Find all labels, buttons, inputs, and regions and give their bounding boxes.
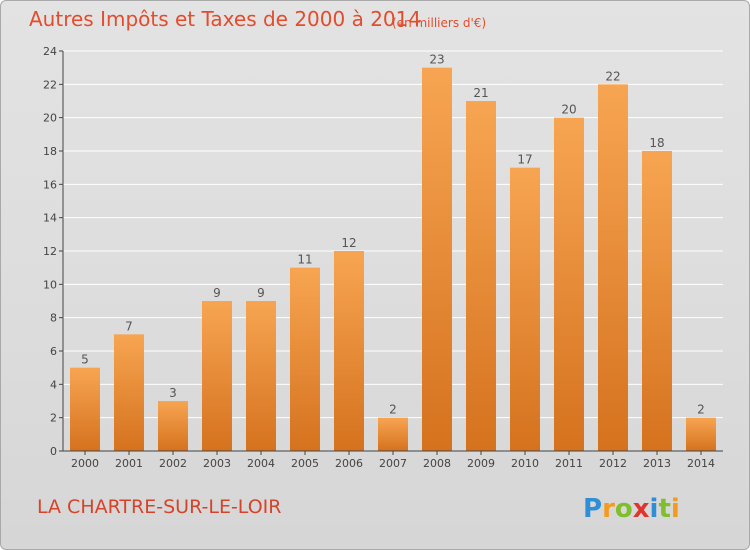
x-tick-label: 2008 <box>423 457 451 470</box>
y-tick-label: 18 <box>43 145 57 158</box>
proxiti-logo: Proxiti <box>583 494 680 524</box>
bar <box>466 101 496 451</box>
bar <box>246 301 276 451</box>
bar <box>378 417 408 451</box>
data-label: 9 <box>213 286 221 300</box>
data-label: 2 <box>389 403 397 417</box>
bar <box>510 167 540 451</box>
bar <box>422 67 452 452</box>
bar <box>598 84 628 451</box>
data-label: 3 <box>169 386 177 400</box>
data-label: 5 <box>81 353 89 367</box>
x-tick-label: 2001 <box>115 457 143 470</box>
x-tick-label: 2014 <box>687 457 715 470</box>
data-label: 22 <box>605 69 620 83</box>
x-tick-label: 2005 <box>291 457 319 470</box>
y-tick-label: 24 <box>43 45 57 58</box>
data-label: 9 <box>257 286 265 300</box>
y-tick-label: 16 <box>43 178 57 191</box>
bar <box>158 401 188 451</box>
x-tick-label: 2003 <box>203 457 231 470</box>
bar <box>114 334 144 451</box>
y-tick-label: 8 <box>50 312 57 325</box>
y-tick-label: 4 <box>50 378 57 391</box>
bar <box>642 151 672 451</box>
x-tick-label: 2007 <box>379 457 407 470</box>
x-tick-label: 2004 <box>247 457 275 470</box>
data-label: 20 <box>561 103 576 117</box>
chart-title: Autres Impôts et Taxes de 2000 à 2014 <box>29 7 422 31</box>
data-label: 23 <box>429 53 444 67</box>
commune-name: LA CHARTRE-SUR-LE-LOIR <box>37 496 282 518</box>
y-tick-label: 14 <box>43 212 57 225</box>
x-tick-label: 2009 <box>467 457 495 470</box>
y-tick-label: 6 <box>50 345 57 358</box>
x-tick-label: 2011 <box>555 457 583 470</box>
data-label: 17 <box>517 153 532 167</box>
y-tick-label: 12 <box>43 245 57 258</box>
bar <box>554 117 584 452</box>
x-tick-label: 2002 <box>159 457 187 470</box>
y-tick-label: 22 <box>43 78 57 91</box>
x-tick-label: 2006 <box>335 457 363 470</box>
bar <box>70 367 100 451</box>
bar <box>290 267 320 451</box>
x-tick-label: 2000 <box>71 457 99 470</box>
data-label: 12 <box>341 236 356 250</box>
chart-subtitle: (en milliers d'€) <box>392 16 487 30</box>
bar <box>202 301 232 451</box>
data-label: 2 <box>697 403 705 417</box>
data-label: 21 <box>473 86 488 100</box>
y-tick-label: 10 <box>43 278 57 291</box>
y-tick-label: 2 <box>50 412 57 425</box>
svg-text:Proxiti: Proxiti <box>583 494 680 524</box>
bar <box>334 251 364 451</box>
x-tick-label: 2012 <box>599 457 627 470</box>
data-label: 11 <box>297 253 312 267</box>
y-tick-label: 20 <box>43 112 57 125</box>
y-tick-label: 0 <box>50 445 57 458</box>
x-tick-label: 2013 <box>643 457 671 470</box>
x-tick-label: 2010 <box>511 457 539 470</box>
bar <box>686 417 716 451</box>
data-label: 7 <box>125 319 133 333</box>
data-label: 18 <box>649 136 664 150</box>
